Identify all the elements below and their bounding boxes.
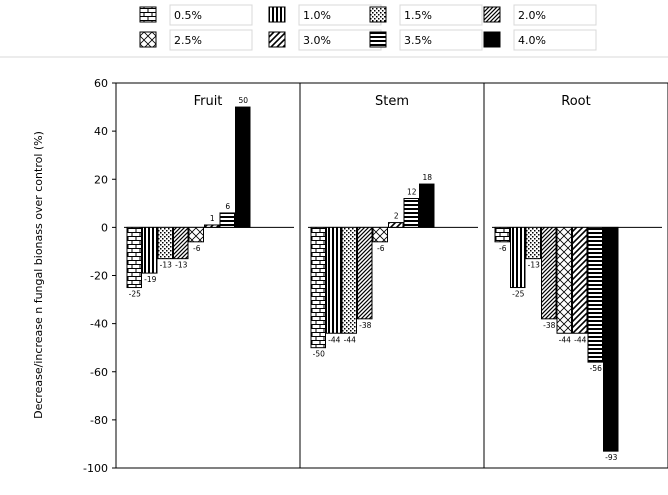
y-tick-label: -100 [83, 462, 108, 475]
bar [510, 226, 526, 289]
bar [587, 226, 603, 363]
legend-swatch [369, 6, 387, 23]
y-tick-label: 60 [94, 77, 108, 90]
data-label: -6 [499, 244, 507, 253]
bar [142, 226, 158, 274]
data-label: -44 [574, 335, 586, 344]
y-tick-label: -40 [90, 318, 108, 331]
data-label: -13 [528, 261, 540, 270]
bar [235, 106, 251, 228]
y-tick-label: 40 [94, 125, 108, 138]
data-label: -93 [605, 453, 617, 462]
panel-root: Root -6 -25 -13 -38 -44 -44 -56 -93 [483, 82, 668, 469]
legend-swatch [483, 31, 501, 48]
data-label: -6 [377, 244, 385, 253]
legend-swatch [268, 6, 286, 23]
y-tick-label: -80 [90, 414, 108, 427]
bar [541, 226, 557, 320]
legend-swatch [139, 6, 157, 23]
bar [494, 226, 510, 243]
y-tick-label: 20 [94, 173, 108, 186]
data-label: 50 [238, 96, 248, 105]
bar [556, 226, 572, 334]
panel-frame [483, 82, 668, 469]
y-tick-label: -20 [90, 270, 108, 283]
legend-label: 4.0% [518, 34, 546, 47]
data-label: -19 [144, 275, 156, 284]
y-axis-label: Decrease/increase n fungal bionass over … [32, 131, 45, 419]
legend-label: 1.5% [404, 9, 432, 22]
legend-label: 3.5% [404, 34, 432, 47]
bar [388, 222, 404, 228]
data-label: -13 [175, 261, 187, 270]
data-label: 2 [394, 212, 399, 221]
legend-box [399, 29, 483, 51]
legend-swatch [139, 31, 157, 48]
bar [525, 226, 541, 260]
panel-title: Stem [375, 94, 409, 109]
bar [403, 198, 419, 228]
legend-swatch [369, 31, 387, 48]
bar [188, 226, 204, 243]
data-label: -38 [543, 321, 555, 330]
legend-box [169, 29, 253, 51]
legend-label: 0.5% [174, 9, 202, 22]
y-axis: 60 40 20 0 -20 -40 -60 -80 -100 [83, 77, 117, 475]
data-label: -13 [160, 261, 172, 270]
panel-fruit: Fruit -25-19 -13 -13 -6 1 6 50 [115, 82, 301, 469]
bar [204, 224, 220, 228]
panel-title: Root [561, 94, 590, 109]
bar [603, 226, 619, 452]
data-label: -44 [559, 335, 571, 344]
legend-label: 3.0% [303, 34, 331, 47]
legend-swatch [483, 6, 501, 23]
legend-label: 1.0% [303, 9, 331, 22]
data-label: -6 [193, 244, 201, 253]
data-label: -38 [359, 321, 371, 330]
panel-title: Fruit [194, 94, 223, 109]
data-label: -25 [512, 290, 524, 299]
data-label: -50 [313, 350, 325, 359]
legend-box [399, 4, 483, 26]
data-label: 1 [210, 214, 215, 223]
bar [157, 226, 173, 260]
bar [173, 226, 189, 260]
legend-label: 2.0% [518, 9, 546, 22]
legend: 0.5% 1.0% 1.5% 2.0% 2.5% 3.0% 3.5% 4.0% [139, 4, 597, 51]
y-tick-label: -60 [90, 366, 108, 379]
data-label: 6 [225, 202, 230, 211]
legend-box [513, 4, 597, 26]
bar [572, 226, 588, 334]
bar [341, 226, 357, 334]
data-label: -25 [129, 290, 141, 299]
bar [419, 183, 435, 228]
data-label: 18 [422, 173, 432, 182]
bar [357, 226, 373, 320]
data-label: -44 [344, 335, 356, 344]
bar [310, 226, 326, 349]
data-label: -56 [590, 364, 602, 373]
data-label: -44 [328, 335, 340, 344]
legend-swatch [268, 31, 286, 48]
bar [126, 226, 142, 289]
y-tick-label: 0 [101, 221, 108, 234]
bar [372, 226, 388, 243]
legend-box [169, 4, 253, 26]
legend-label: 2.5% [174, 34, 202, 47]
bar [326, 226, 342, 334]
data-label: 12 [407, 188, 417, 197]
bar [219, 212, 235, 228]
legend-box [513, 29, 597, 51]
